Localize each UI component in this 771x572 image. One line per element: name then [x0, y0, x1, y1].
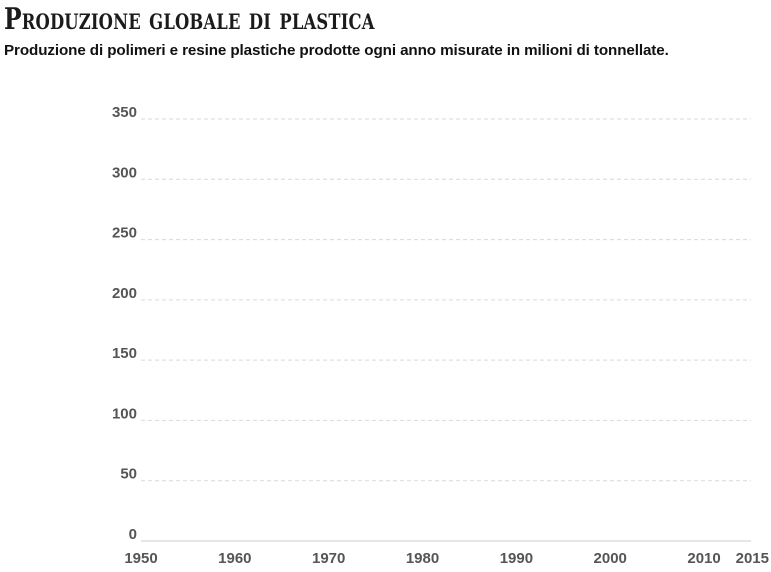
y-axis: 0 50 100 150 200 250 300 350	[112, 104, 137, 543]
y-tick-label: 150	[112, 345, 137, 362]
x-tick-label: 1980	[406, 550, 439, 567]
chart-subtitle: Produzione di polimeri e resine plastich…	[4, 42, 669, 59]
y-tick-label: 250	[112, 225, 137, 242]
x-tick-label: 2015	[736, 550, 769, 567]
x-axis: 1950 1960 1970 1980 1990 2000 2010 2015	[124, 550, 769, 567]
x-tick-label: 1970	[312, 550, 345, 567]
y-tick-label: 300	[112, 164, 137, 181]
x-tick-label: 1950	[124, 550, 157, 567]
chart-title: Produzione globale di plastica	[4, 2, 375, 37]
y-tick-label: 100	[112, 405, 137, 422]
y-tick-label: 0	[129, 526, 137, 543]
x-tick-label: 2010	[687, 550, 720, 567]
y-tick-label: 50	[120, 466, 137, 483]
y-tick-label: 200	[112, 285, 137, 302]
gridlines	[141, 118, 751, 542]
y-tick-label: 350	[112, 104, 137, 121]
x-tick-label: 2000	[594, 550, 627, 567]
x-tick-label: 1990	[500, 550, 533, 567]
x-tick-label: 1960	[218, 550, 251, 567]
